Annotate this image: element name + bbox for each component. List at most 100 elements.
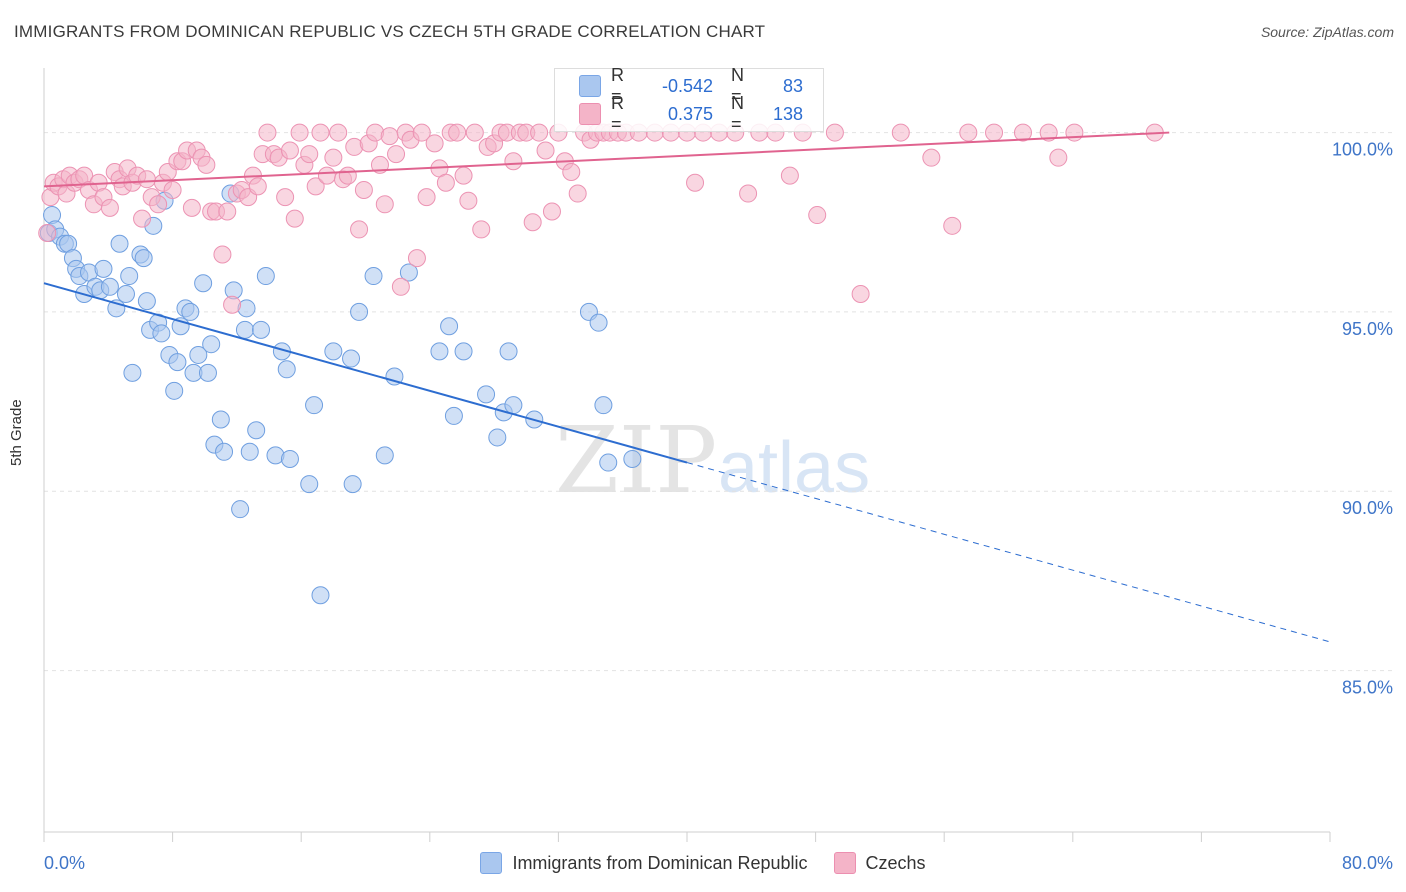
legend-swatch-czechs — [833, 852, 856, 874]
dominican-point — [300, 475, 319, 494]
czech-point — [258, 123, 277, 142]
x-tick-label: 80.0% — [1342, 853, 1393, 873]
czech-point — [329, 123, 348, 142]
y-tick-label: 100.0% — [1332, 140, 1393, 160]
czech-point — [387, 145, 406, 164]
czech-point — [149, 195, 168, 214]
czech-point — [218, 202, 237, 221]
czech-point — [133, 209, 152, 228]
czech-point — [739, 184, 758, 203]
czech-point — [891, 123, 910, 142]
dominican-trend-extension — [686, 462, 1331, 643]
stats-r-label: R = — [611, 65, 624, 106]
czech-point — [306, 177, 325, 196]
stats-n-value: 138 — [772, 103, 803, 124]
czech-point — [290, 123, 309, 142]
stats-swatch-czechs — [579, 103, 601, 125]
czech-point — [454, 166, 473, 185]
dominican-point — [100, 277, 119, 296]
czech-point — [380, 127, 399, 146]
watermark-atlas: atlas — [718, 428, 870, 508]
czech-point — [562, 163, 581, 182]
czech-point — [780, 166, 799, 185]
czech-point — [523, 213, 542, 232]
czech-point — [922, 148, 941, 167]
czech-point — [324, 148, 343, 167]
dominican-point — [594, 396, 613, 415]
dominican-point — [215, 442, 234, 461]
czech-point — [248, 177, 267, 196]
czech-point — [197, 155, 216, 174]
y-tick-label: 95.0% — [1342, 319, 1393, 339]
chart-title: IMMIGRANTS FROM DOMINICAN REPUBLIC VS CZ… — [14, 22, 766, 41]
czech-point — [370, 155, 389, 174]
czech-point — [317, 166, 336, 185]
dominican-point — [311, 586, 330, 605]
dominican-point — [202, 335, 221, 354]
dominican-point — [277, 360, 296, 379]
czech-point — [943, 216, 962, 235]
dominican-point — [343, 475, 362, 494]
legend-label-dominican: Immigrants from Dominican Republic — [512, 852, 808, 873]
czech-point — [1013, 123, 1032, 142]
stats-n-label: N = — [731, 93, 744, 134]
dominican-point — [137, 292, 156, 311]
czech-point — [436, 173, 455, 192]
czech-point — [300, 145, 319, 164]
dominican-point — [235, 320, 254, 339]
dominican-point — [399, 263, 418, 282]
dominican-point — [280, 449, 299, 468]
dominican-point — [152, 324, 171, 343]
czech-point — [568, 184, 587, 203]
dominican-point — [440, 317, 459, 336]
dominican-point — [116, 284, 135, 303]
czech-point — [825, 123, 844, 142]
czech-point — [542, 202, 561, 221]
czech-point — [182, 198, 201, 217]
dominican-point — [430, 342, 449, 361]
chart-source: Source: ZipAtlas.com — [1260, 24, 1394, 40]
dominican-point — [181, 302, 200, 321]
stats-n-value: 83 — [782, 75, 803, 96]
czech-point — [391, 277, 410, 296]
dominican-point — [350, 302, 369, 321]
dominican-point — [194, 274, 213, 293]
y-axis-label: 5th Grade — [8, 399, 25, 466]
dominican-point — [198, 363, 217, 382]
dominican-point — [165, 381, 184, 400]
dominican-point — [252, 320, 271, 339]
czech-point — [1065, 123, 1084, 142]
czech-point — [448, 123, 467, 142]
czech-point — [530, 123, 549, 142]
czech-point — [1039, 123, 1058, 142]
dominican-point — [324, 342, 343, 361]
dominican-point — [305, 396, 324, 415]
dominican-point — [488, 428, 507, 447]
y-tick-label: 90.0% — [1342, 498, 1393, 518]
czech-point — [311, 123, 330, 142]
chart-legend: Immigrants from Dominican Republic Czech… — [0, 852, 1406, 874]
czech-point — [459, 191, 478, 210]
dominican-trend-line — [43, 282, 688, 464]
dominican-point — [168, 353, 187, 372]
czech-point — [354, 180, 373, 199]
dominican-point — [375, 446, 394, 465]
czech-point — [375, 195, 394, 214]
stats-r-value: 0.375 — [667, 103, 713, 124]
czech-point — [285, 209, 304, 228]
czech-point — [425, 134, 444, 153]
dominican-point — [454, 342, 473, 361]
czech-point — [504, 152, 523, 171]
czech-point — [465, 123, 484, 142]
dominican-point — [134, 249, 153, 268]
legend-item-dominican[interactable]: Immigrants from Dominican Republic — [480, 852, 808, 874]
czech-point — [213, 245, 232, 264]
czech-point — [417, 188, 436, 207]
dominican-point — [589, 313, 608, 332]
czech-point — [280, 141, 299, 160]
dominican-point — [504, 396, 523, 415]
dominican-point — [499, 342, 518, 361]
czech-trend-line — [43, 131, 1170, 188]
legend-item-czechs[interactable]: Czechs — [833, 852, 926, 874]
stats-r-label: R = — [611, 93, 624, 134]
